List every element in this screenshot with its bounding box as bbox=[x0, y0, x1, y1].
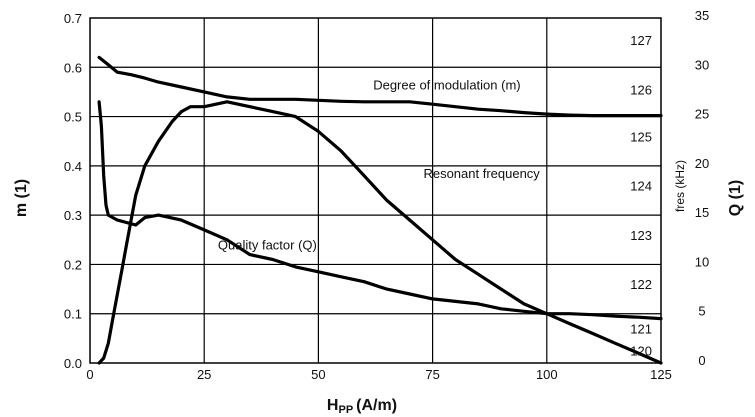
series-line-0 bbox=[97, 55, 663, 118]
x-axis-title: HPP (A/m) bbox=[327, 397, 397, 416]
tick-labels: 0 25 50 75 100 125 0.0 0.1 0.2 0.3 0.4 0.5 0.6 0.7 0 5 1… bbox=[64, 8, 709, 382]
fres-tick-label: 125 bbox=[630, 129, 652, 144]
grid-lines bbox=[90, 18, 661, 363]
fres-tick-label: 124 bbox=[630, 179, 652, 194]
fres-tick-label: 123 bbox=[630, 228, 652, 243]
fres-tick-label: 126 bbox=[630, 82, 652, 97]
y-left-tick-label: 0.2 bbox=[64, 257, 82, 272]
data-series bbox=[97, 55, 663, 365]
x-axis-title-subscript: PP bbox=[338, 404, 353, 416]
y-left-tick-label: 0.0 bbox=[64, 356, 82, 371]
x-tick-label: 50 bbox=[311, 367, 325, 382]
y-right-tick-label: 5 bbox=[698, 304, 705, 319]
y-right-tick-label: 15 bbox=[695, 205, 709, 220]
x-tick-label: 75 bbox=[425, 367, 439, 382]
y-axis-right-title: Q (1) bbox=[727, 180, 744, 216]
y-left-tick-label: 0.1 bbox=[64, 307, 82, 322]
x-tick-label: 0 bbox=[86, 367, 93, 382]
fres-axis-title: fres (kHz) bbox=[673, 160, 687, 212]
series-labels: Degree of modulation (m) Resonant frequen… bbox=[218, 77, 540, 252]
y-left-tick-label: 0.5 bbox=[64, 110, 82, 125]
x-axis-title-unit: (A/m) bbox=[356, 397, 397, 414]
y-right-tick-label: 25 bbox=[695, 107, 709, 122]
series-label-0: Degree of modulation (m) bbox=[373, 77, 520, 92]
y-left-tick-label: 0.7 bbox=[64, 11, 82, 26]
y-left-tick-label: 0.3 bbox=[64, 208, 82, 223]
fres-tick-label: 122 bbox=[630, 277, 652, 292]
fres-tick-label: 127 bbox=[630, 33, 652, 48]
x-tick-label: 125 bbox=[650, 367, 672, 382]
plot-area bbox=[89, 17, 662, 364]
y-right-tick-label: 0 bbox=[698, 353, 705, 368]
y-right-tick-label: 20 bbox=[695, 156, 709, 171]
x-tick-label: 25 bbox=[197, 367, 211, 382]
fres-tick-label: 120 bbox=[630, 344, 652, 359]
y-left-tick-label: 0.6 bbox=[64, 60, 82, 75]
series-line-1 bbox=[97, 100, 663, 365]
fres-tick-label: 121 bbox=[630, 322, 652, 337]
y-right-tick-label: 35 bbox=[695, 8, 709, 23]
series-label-2: Quality factor (Q) bbox=[218, 238, 317, 253]
x-axis-title-main: H bbox=[327, 397, 339, 414]
y-axis-left-title: m (1) bbox=[13, 179, 30, 217]
y-left-tick-label: 0.4 bbox=[64, 159, 82, 174]
y-right-tick-label: 30 bbox=[695, 57, 709, 72]
series-line-2 bbox=[97, 100, 663, 321]
y-right-tick-label: 10 bbox=[695, 254, 709, 269]
series-label-1: Resonant frequency bbox=[423, 166, 540, 181]
x-tick-label: 100 bbox=[536, 367, 558, 382]
